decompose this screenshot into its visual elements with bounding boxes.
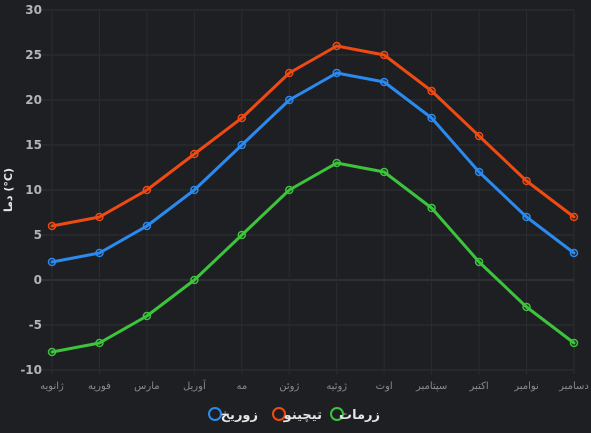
data-point[interactable] xyxy=(522,302,531,312)
data-point[interactable] xyxy=(332,158,341,168)
data-point[interactable] xyxy=(522,212,531,222)
y-axis-ticks: -10 -5 0 5 10 15 20 25 30 xyxy=(20,3,42,377)
x-tick-label: سپتامبر xyxy=(415,381,447,392)
data-point[interactable] xyxy=(427,86,436,96)
x-tick-label: ژوئن xyxy=(279,381,299,392)
data-point[interactable] xyxy=(95,212,104,222)
legend: زوریخ تیچینو زرمات xyxy=(208,407,380,423)
data-point[interactable] xyxy=(379,77,389,87)
y-tick-label: 30 xyxy=(25,3,42,17)
y-tick-label: -10 xyxy=(20,363,42,377)
data-point[interactable] xyxy=(47,257,57,267)
y-tick-label: 20 xyxy=(25,93,42,107)
data-point[interactable] xyxy=(522,176,531,186)
grid xyxy=(40,9,575,374)
series-line-2 xyxy=(50,161,576,354)
data-point[interactable] xyxy=(332,41,341,51)
data-point[interactable] xyxy=(237,140,247,150)
x-tick-label: دسامبر xyxy=(558,381,589,392)
data-point[interactable] xyxy=(95,338,104,348)
x-tick-label: نوامبر xyxy=(513,381,539,392)
legend-item-0[interactable]: زوریخ xyxy=(208,407,258,423)
data-point[interactable] xyxy=(190,185,199,195)
data-point[interactable] xyxy=(569,212,579,222)
data-point[interactable] xyxy=(190,275,199,285)
x-tick-label: ژوئیه xyxy=(326,381,347,392)
data-point[interactable] xyxy=(142,311,152,321)
x-tick-label: مه xyxy=(236,381,247,392)
data-point[interactable] xyxy=(237,230,247,240)
data-point[interactable] xyxy=(285,95,294,105)
data-point[interactable] xyxy=(474,167,484,177)
data-point[interactable] xyxy=(427,203,436,213)
data-point[interactable] xyxy=(379,167,389,177)
x-tick-label: مارس xyxy=(134,381,159,392)
data-point[interactable] xyxy=(569,248,579,258)
data-point[interactable] xyxy=(427,113,436,123)
y-tick-label: -5 xyxy=(29,318,42,332)
data-point[interactable] xyxy=(47,347,57,357)
data-point[interactable] xyxy=(95,248,104,258)
data-point[interactable] xyxy=(379,50,389,60)
data-point[interactable] xyxy=(190,149,199,159)
y-tick-label: 10 xyxy=(25,183,42,197)
legend-item-2[interactable]: زرمات xyxy=(330,407,380,423)
legend-marker xyxy=(272,407,286,421)
x-tick-label: آوریل xyxy=(183,379,207,392)
data-point[interactable] xyxy=(285,185,294,195)
data-point[interactable] xyxy=(142,185,152,195)
series-line-1 xyxy=(50,44,576,228)
data-point[interactable] xyxy=(474,257,484,267)
legend-label: تیچینو xyxy=(283,408,322,423)
data-point[interactable] xyxy=(237,113,247,123)
data-point[interactable] xyxy=(142,221,152,231)
y-tick-label: 25 xyxy=(25,48,42,62)
y-tick-label: 0 xyxy=(34,273,42,287)
x-tick-label: ژانویه xyxy=(40,381,64,392)
series-line-0 xyxy=(50,71,576,264)
data-point[interactable] xyxy=(332,68,341,78)
x-tick-label: اکتبر xyxy=(469,381,489,392)
legend-label: زرمات xyxy=(339,408,380,423)
x-tick-label: فوریه xyxy=(88,381,111,392)
legend-marker xyxy=(330,407,344,421)
x-tick-label: اوت xyxy=(376,381,393,392)
x-axis-ticks: ژانویه فوریه مارس آوریل مه ژوئن ژوئیه اوت سپتامب… xyxy=(40,379,589,392)
y-axis-label: دما (°C) xyxy=(2,168,15,212)
data-point[interactable] xyxy=(47,221,57,231)
data-point[interactable] xyxy=(474,131,484,141)
series xyxy=(47,41,579,357)
data-point[interactable] xyxy=(285,68,294,78)
data-point[interactable] xyxy=(569,338,579,348)
legend-item-1[interactable]: تیچینو xyxy=(272,407,322,423)
legend-marker xyxy=(208,407,222,421)
y-tick-label: 5 xyxy=(34,228,42,242)
y-tick-label: 15 xyxy=(25,138,42,152)
legend-label: زوریخ xyxy=(221,408,258,423)
